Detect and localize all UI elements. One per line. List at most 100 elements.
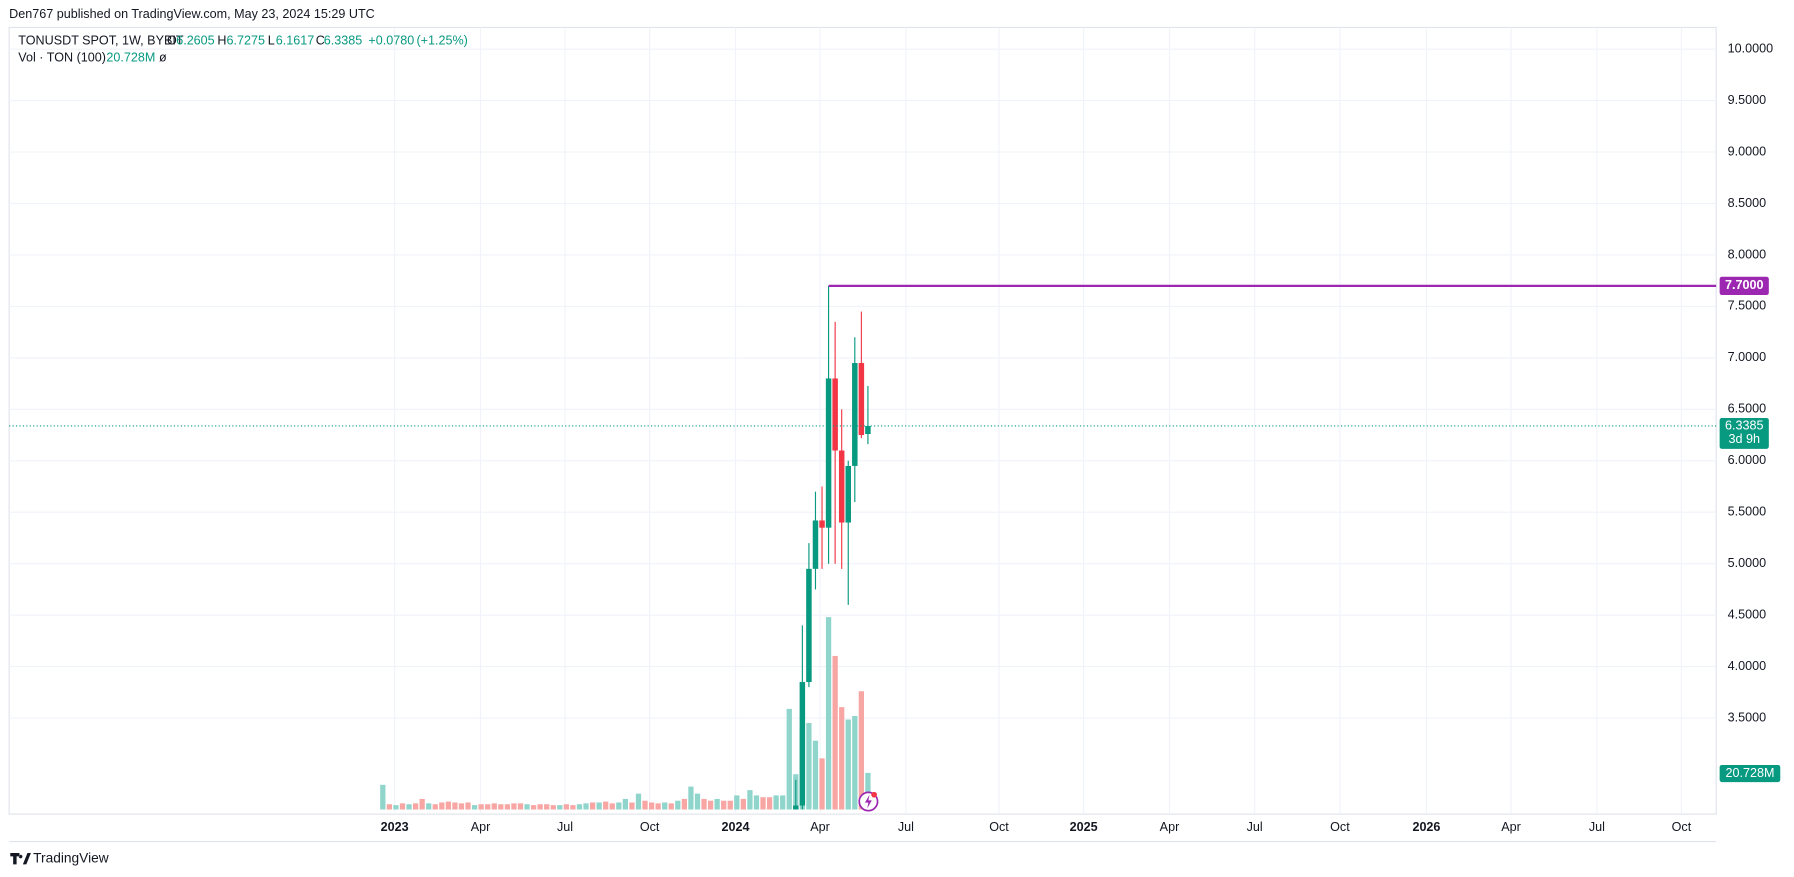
volume-bar [589, 802, 596, 810]
volume-bar [426, 803, 432, 810]
volume-bar [445, 801, 452, 810]
volume-bar [642, 800, 648, 810]
x-tick-label: 2025 [1070, 820, 1098, 834]
y-tick-label: 4.5000 [1728, 607, 1766, 621]
volume-bar [858, 691, 864, 810]
volume-bar [583, 803, 589, 810]
volume-bar [432, 804, 438, 810]
volume-bar [688, 786, 694, 810]
x-tick-label: Jul [898, 820, 914, 834]
labels: 3.5000 4.0000 4.5000 5.0000 5.5000 6.0000 6.50… [381, 41, 1774, 834]
plot-frame [8, 26, 1717, 815]
volume-bar [786, 708, 792, 810]
volume-bar [760, 797, 766, 810]
volume-bar [753, 795, 760, 810]
x-tick-label: 2024 [722, 820, 750, 834]
y-tick-label: 7.5000 [1728, 299, 1766, 313]
volume-bar [570, 805, 576, 810]
volume-bar [662, 802, 668, 810]
volume-bar [452, 802, 458, 810]
candle-body [852, 363, 858, 466]
volume-bar [471, 805, 478, 810]
volume-bar [406, 804, 412, 810]
volume-bar [734, 795, 740, 810]
x-tick-label: Jul [1247, 820, 1263, 834]
event-icon[interactable] [858, 791, 879, 812]
volume-bar [576, 804, 583, 810]
candle-body [838, 450, 845, 523]
x-tick-label: 2026 [1412, 820, 1440, 834]
volume-bar [393, 805, 399, 810]
volume-bar [740, 798, 746, 810]
ohlc-letter: H [217, 33, 226, 47]
x-tick-label: Oct [640, 820, 660, 834]
volume-bar [544, 804, 550, 810]
volume-bar [537, 804, 543, 810]
volume-bar [648, 802, 655, 810]
volume-bar [524, 804, 530, 810]
volume-bar [773, 795, 779, 810]
volume-bar [419, 798, 425, 810]
volume-bar [668, 803, 674, 810]
candle-body [799, 682, 806, 806]
x-tick-label: Apr [1160, 820, 1180, 834]
volume-bar [681, 798, 687, 810]
y-tick-label: 10.0000 [1728, 41, 1773, 55]
volume-bar [596, 802, 602, 810]
candle-body [806, 568, 812, 683]
volume-bar [412, 803, 419, 810]
y-tick-label: 9.0000 [1728, 144, 1766, 158]
y-tick-label: 7.0000 [1728, 350, 1766, 364]
ohlc-letter: O [167, 33, 177, 47]
volume-bar [478, 804, 484, 810]
volume-bar [845, 719, 851, 810]
x-tick-label: Jul [557, 820, 573, 834]
y-tick-label: 4.0000 [1728, 659, 1766, 673]
volume-symbol: ø [159, 51, 167, 65]
volume-bar [694, 793, 701, 810]
x-tick-label: 2023 [381, 820, 409, 834]
volume-value: 20.728M [106, 51, 155, 65]
y-tick-label: 8.5000 [1728, 196, 1766, 210]
x-tick-label: Oct [1330, 820, 1350, 834]
candle-body [793, 805, 799, 810]
countdown: 3d 9h [1728, 432, 1759, 446]
ohlc-value: 6.7275 [227, 33, 265, 47]
volume-bar [839, 707, 845, 810]
y-tick-label: 6.0000 [1728, 453, 1766, 467]
x-tick-label: Jul [1589, 820, 1605, 834]
volume-name: Vol · TON (100) [18, 51, 106, 65]
volume-bar [635, 793, 642, 810]
volume-bar [380, 784, 386, 810]
candle-body [825, 378, 832, 528]
volume-bar [714, 798, 720, 810]
volume-bar [832, 655, 838, 810]
volume-bar [491, 803, 497, 810]
last-price-label: 6.3385 [1725, 418, 1763, 432]
plot-area [380, 285, 871, 810]
volume-bar [747, 790, 753, 810]
publisher: Den767 published on TradingView.com, May… [9, 7, 375, 21]
volume-bar [622, 798, 628, 810]
volume-bar [517, 803, 524, 810]
high-line-label: 7.7000 [1725, 278, 1763, 292]
volume-bar [727, 800, 733, 810]
volume-bar [557, 805, 563, 810]
volume-bar [439, 802, 445, 810]
x-tick-label: Apr [810, 820, 830, 834]
y-tick-label: 6.5000 [1728, 402, 1766, 416]
ohlc-value: 6.2605 [176, 33, 214, 47]
volume-bar [504, 804, 511, 810]
ohlc-value: 6.1617 [276, 33, 314, 47]
volume-bar [766, 797, 773, 810]
volume-bar [825, 617, 832, 810]
symbol: TONUSDT SPOT, 1W, BYBIT [18, 33, 184, 47]
volume-bar [603, 801, 609, 810]
volume-bar [701, 798, 707, 810]
candle-body [845, 465, 851, 523]
volume-bar [780, 795, 786, 810]
x-tick-label: Oct [989, 820, 1009, 834]
x-tick-label: Apr [471, 820, 491, 834]
volume-bar [386, 804, 393, 810]
